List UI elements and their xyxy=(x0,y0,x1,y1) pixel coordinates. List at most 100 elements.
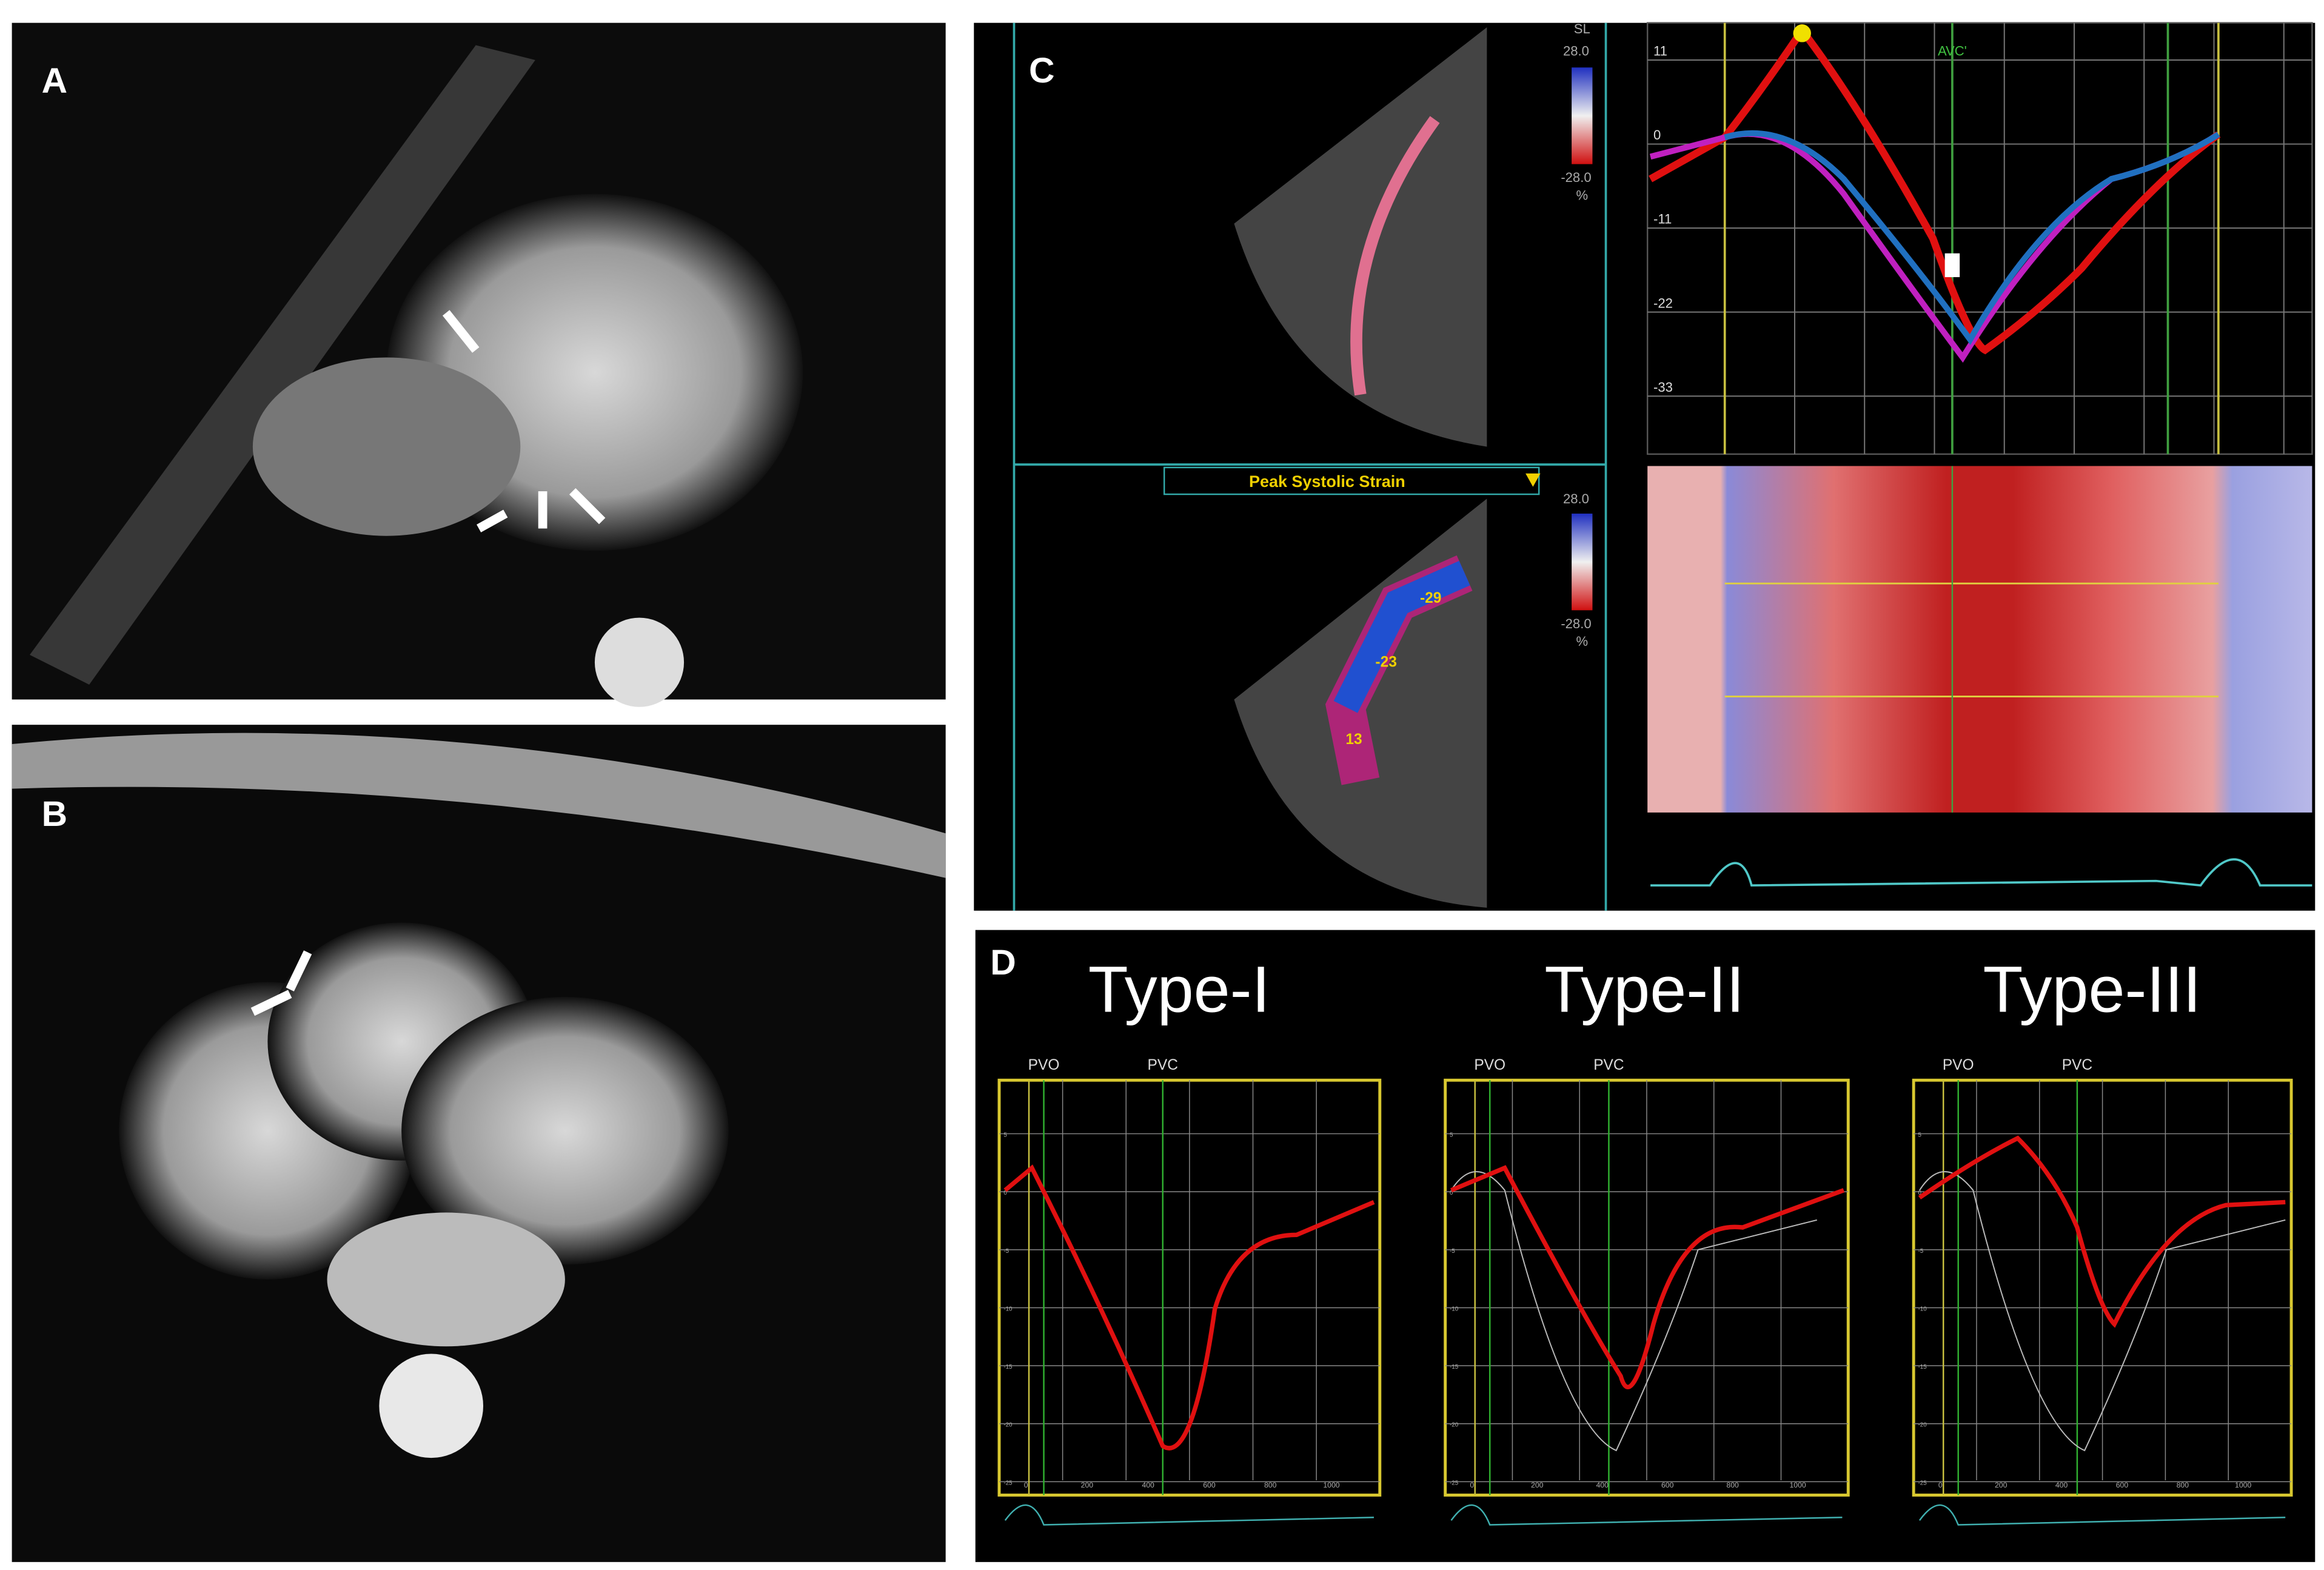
panel-label: C xyxy=(1029,51,1055,90)
x-tick-label: 200 xyxy=(1081,1481,1094,1489)
panel-label: D xyxy=(990,943,1016,982)
x-tick-label: 400 xyxy=(2055,1481,2068,1489)
measure-box xyxy=(1163,466,1540,495)
event-line xyxy=(1723,22,2220,454)
scale-max: 28.0 xyxy=(1563,44,1589,59)
atrium xyxy=(252,357,521,536)
y-tick-label: -10 xyxy=(1003,1306,1013,1312)
x-tick-label: 200 xyxy=(1531,1481,1544,1489)
scale-min: -28.0 xyxy=(1561,170,1591,185)
ecg xyxy=(1918,1504,2286,1526)
strain-map xyxy=(1647,466,2312,813)
y-tick-label: -20 xyxy=(1003,1422,1013,1429)
color-bar xyxy=(1572,513,1593,611)
x-tick-label: 600 xyxy=(1661,1481,1674,1489)
arrows xyxy=(442,310,606,532)
measure: Peak Systolic Strain xyxy=(1249,472,1405,491)
y-tick-label: -25 xyxy=(1450,1480,1459,1486)
panel-c: SL 28.0 -28.0 % 28.0 -28.0 % Peak Systol… xyxy=(974,21,2316,911)
reference-curve xyxy=(1919,1171,2286,1452)
y-tick-label: -5 xyxy=(1450,1248,1455,1255)
scale-max: 28.0 xyxy=(1563,491,1589,506)
panel-b: B xyxy=(12,725,946,1562)
x-tick-label: 0 xyxy=(1024,1481,1028,1489)
left-ventricle xyxy=(401,996,729,1265)
scale-percent: % xyxy=(1576,188,1588,203)
color-bar xyxy=(1572,67,1593,164)
y-tick-label: 0 xyxy=(1450,1190,1453,1196)
ecg xyxy=(1004,1504,1374,1526)
y-tick-label: 5 xyxy=(1450,1132,1453,1138)
x-tick-label: 800 xyxy=(1726,1481,1739,1489)
pvc-label: PVC xyxy=(1148,1057,1178,1073)
strain-chart xyxy=(1646,22,2313,455)
y-tick-label: -25 xyxy=(1918,1480,1927,1486)
panel-label: A xyxy=(42,61,68,101)
y-tick-label: 0 xyxy=(1653,127,1661,143)
y-tick-label: -5 xyxy=(1003,1248,1009,1255)
y-tick-label: -15 xyxy=(1918,1364,1927,1370)
x-tick-label: 1000 xyxy=(1323,1481,1339,1489)
strain-curve xyxy=(1918,1135,2286,1328)
peak-marker xyxy=(1793,24,1811,42)
pvc-label: PVC xyxy=(1593,1057,1624,1073)
strain-curve xyxy=(1003,1164,1375,1451)
y-tick-label: 5 xyxy=(1918,1132,1922,1138)
y-tick-label: -20 xyxy=(1918,1422,1927,1429)
x-tick-label: 800 xyxy=(1264,1481,1277,1489)
strain-curve xyxy=(1724,130,2220,346)
y-tick-label: -10 xyxy=(1450,1306,1459,1312)
aorta xyxy=(594,617,685,707)
x-tick-label: 400 xyxy=(1596,1481,1609,1489)
segment-value: -29 xyxy=(1420,590,1441,606)
x-tick-label: 800 xyxy=(2177,1481,2189,1489)
x-tick-label: 0 xyxy=(1470,1481,1474,1489)
y-tick-label: -5 xyxy=(1918,1248,1924,1255)
x-tick-label: 0 xyxy=(1938,1481,1943,1489)
pvo-label: PVO xyxy=(1474,1057,1505,1073)
y-tick-label: -25 xyxy=(1003,1480,1013,1486)
plot-title: Type-I xyxy=(1088,952,1270,1025)
panel-a: A xyxy=(12,22,946,707)
x-tick-label: 200 xyxy=(1995,1481,2008,1489)
y-tick-label: -22 xyxy=(1653,295,1673,310)
event-line xyxy=(1951,22,2169,454)
y-tick-label: -33 xyxy=(1653,380,1673,395)
strain-curve xyxy=(1450,1165,1845,1389)
left-atrium xyxy=(327,1212,565,1347)
x-tick-label: 400 xyxy=(1142,1481,1154,1489)
pvc-label: PVC xyxy=(2062,1057,2092,1073)
x-tick-label: 1000 xyxy=(1789,1481,1806,1489)
chest-wall xyxy=(30,45,535,685)
avc-marker xyxy=(1944,253,1960,278)
y-tick-label: 5 xyxy=(1003,1132,1007,1138)
avc-label: AVC' xyxy=(1938,44,1967,59)
y-tick-label: -15 xyxy=(1003,1364,1013,1370)
x-tick-label: 1000 xyxy=(2235,1481,2251,1489)
ecg xyxy=(1650,858,2312,887)
scale-min: -28.0 xyxy=(1561,616,1591,631)
pvo-label: PVO xyxy=(1943,1057,1974,1073)
ecg xyxy=(1450,1504,1843,1526)
chest-wall xyxy=(12,733,946,878)
panel-label: B xyxy=(42,794,68,834)
scale-unit: SL xyxy=(1574,21,1590,36)
y-tick-label: -20 xyxy=(1450,1422,1459,1429)
plot-title: Type-III xyxy=(1983,952,2202,1025)
x-tick-label: 600 xyxy=(2116,1481,2129,1489)
reference-curve xyxy=(1450,1171,1817,1452)
x-tick-label: 600 xyxy=(1203,1481,1216,1489)
segment-value: -23 xyxy=(1375,654,1396,671)
y-tick-label: -10 xyxy=(1918,1306,1927,1312)
arrows xyxy=(250,950,312,1016)
y-tick-label: 11 xyxy=(1653,44,1667,59)
y-tick-label: -11 xyxy=(1653,212,1672,227)
pvo-label: PVO xyxy=(1028,1057,1060,1073)
scale-percent: % xyxy=(1576,634,1588,649)
segment-value: 13 xyxy=(1345,731,1362,748)
plot-title: Type-II xyxy=(1544,952,1744,1025)
y-tick-label: 0 xyxy=(1918,1190,1922,1196)
aorta xyxy=(379,1354,484,1458)
